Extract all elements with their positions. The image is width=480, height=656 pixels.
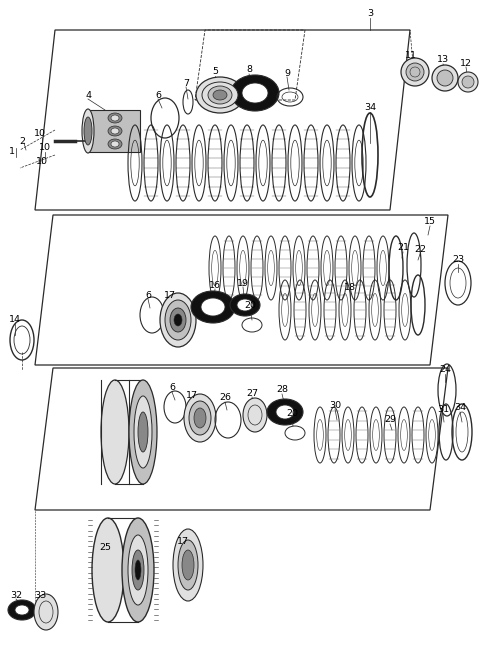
Ellipse shape bbox=[15, 605, 29, 615]
Text: 24: 24 bbox=[439, 365, 451, 375]
Text: 23: 23 bbox=[452, 255, 464, 264]
Ellipse shape bbox=[437, 70, 453, 86]
Text: 18: 18 bbox=[344, 283, 356, 291]
Text: 14: 14 bbox=[9, 316, 21, 325]
Text: 3: 3 bbox=[367, 9, 373, 18]
Ellipse shape bbox=[111, 128, 119, 134]
Text: 10: 10 bbox=[36, 157, 48, 167]
Text: 32: 32 bbox=[10, 590, 22, 600]
Ellipse shape bbox=[276, 405, 294, 419]
Ellipse shape bbox=[182, 550, 194, 580]
Ellipse shape bbox=[243, 398, 267, 432]
Text: 22: 22 bbox=[414, 245, 426, 255]
Ellipse shape bbox=[267, 399, 303, 425]
Text: 6: 6 bbox=[145, 291, 151, 300]
Ellipse shape bbox=[242, 83, 268, 103]
Ellipse shape bbox=[406, 63, 424, 81]
Ellipse shape bbox=[208, 86, 232, 104]
Text: 20: 20 bbox=[244, 300, 256, 310]
Text: 34: 34 bbox=[454, 403, 466, 413]
Text: 9: 9 bbox=[284, 68, 290, 77]
Ellipse shape bbox=[196, 77, 244, 113]
Text: 2: 2 bbox=[19, 138, 25, 146]
Text: 17: 17 bbox=[164, 291, 176, 300]
Text: 8: 8 bbox=[246, 66, 252, 75]
Ellipse shape bbox=[462, 76, 474, 88]
Ellipse shape bbox=[432, 65, 458, 91]
Ellipse shape bbox=[202, 82, 238, 108]
Text: 15: 15 bbox=[424, 218, 436, 226]
Ellipse shape bbox=[111, 141, 119, 147]
Text: 25: 25 bbox=[99, 544, 111, 552]
Ellipse shape bbox=[135, 560, 141, 580]
Text: 10: 10 bbox=[34, 129, 46, 138]
Ellipse shape bbox=[122, 518, 154, 622]
Ellipse shape bbox=[165, 300, 191, 340]
Text: 16: 16 bbox=[209, 281, 221, 289]
Text: 12: 12 bbox=[460, 58, 472, 68]
Ellipse shape bbox=[129, 380, 157, 484]
Ellipse shape bbox=[194, 408, 206, 428]
Ellipse shape bbox=[111, 115, 119, 121]
Ellipse shape bbox=[8, 600, 36, 620]
Ellipse shape bbox=[401, 58, 429, 86]
Polygon shape bbox=[88, 110, 140, 152]
Ellipse shape bbox=[201, 298, 225, 316]
Text: 1: 1 bbox=[9, 148, 15, 157]
Text: 10: 10 bbox=[39, 144, 51, 152]
Text: 4: 4 bbox=[85, 91, 91, 100]
Ellipse shape bbox=[191, 291, 235, 323]
Text: 6: 6 bbox=[169, 384, 175, 392]
Text: 28: 28 bbox=[276, 386, 288, 394]
Text: 27: 27 bbox=[246, 388, 258, 398]
Ellipse shape bbox=[213, 90, 227, 100]
Text: 34: 34 bbox=[364, 104, 376, 112]
Ellipse shape bbox=[173, 529, 203, 601]
Ellipse shape bbox=[134, 396, 152, 468]
Ellipse shape bbox=[189, 401, 211, 435]
Ellipse shape bbox=[170, 308, 186, 332]
Ellipse shape bbox=[108, 139, 122, 149]
Text: 17: 17 bbox=[186, 390, 198, 400]
Text: 5: 5 bbox=[212, 68, 218, 77]
Ellipse shape bbox=[138, 412, 148, 452]
Text: 21: 21 bbox=[397, 243, 409, 253]
Ellipse shape bbox=[230, 294, 260, 316]
Ellipse shape bbox=[128, 535, 148, 605]
Ellipse shape bbox=[84, 117, 92, 145]
Ellipse shape bbox=[160, 293, 196, 347]
Ellipse shape bbox=[178, 540, 198, 590]
Ellipse shape bbox=[101, 380, 129, 484]
Text: 6: 6 bbox=[155, 91, 161, 100]
Ellipse shape bbox=[108, 113, 122, 123]
Ellipse shape bbox=[184, 394, 216, 442]
Text: 26: 26 bbox=[219, 394, 231, 403]
Ellipse shape bbox=[174, 314, 182, 326]
Ellipse shape bbox=[237, 299, 253, 311]
Text: 20: 20 bbox=[286, 409, 298, 417]
Ellipse shape bbox=[92, 518, 124, 622]
Ellipse shape bbox=[458, 72, 478, 92]
Text: 7: 7 bbox=[183, 79, 189, 87]
Text: 17: 17 bbox=[177, 537, 189, 546]
Ellipse shape bbox=[82, 109, 94, 153]
Ellipse shape bbox=[132, 550, 144, 590]
Text: 31: 31 bbox=[437, 405, 449, 415]
Text: 29: 29 bbox=[384, 415, 396, 424]
Ellipse shape bbox=[231, 75, 279, 111]
Ellipse shape bbox=[108, 126, 122, 136]
Text: 33: 33 bbox=[34, 590, 46, 600]
Text: 13: 13 bbox=[437, 56, 449, 64]
Text: 11: 11 bbox=[405, 51, 417, 60]
Ellipse shape bbox=[34, 594, 58, 630]
Text: 19: 19 bbox=[237, 279, 249, 287]
Text: 30: 30 bbox=[329, 401, 341, 409]
